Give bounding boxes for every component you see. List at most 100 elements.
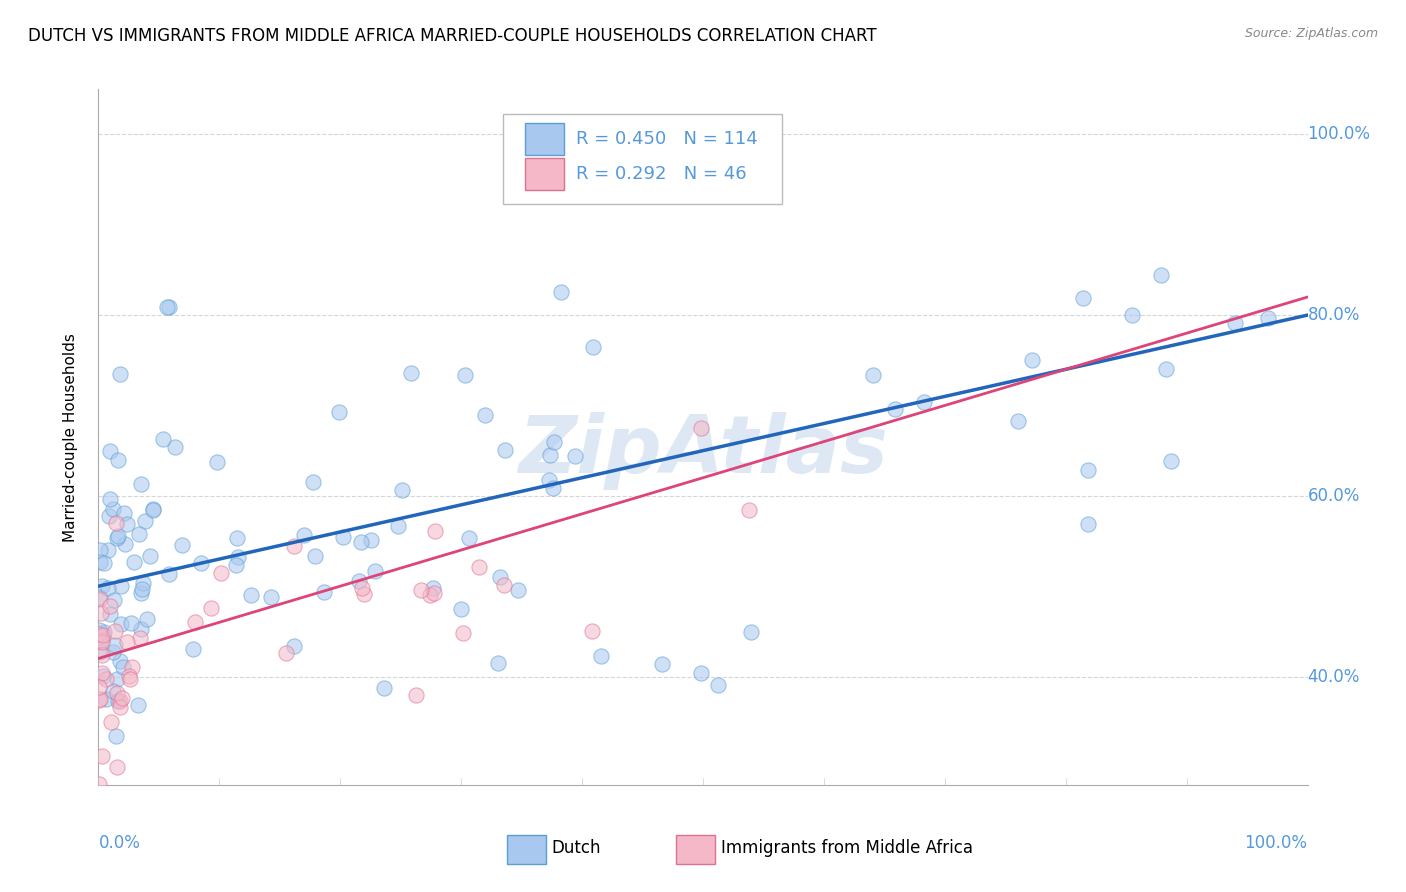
Point — [314, 585, 336, 599]
Point — [181, 641, 204, 656]
Point — [468, 559, 491, 574]
Point — [474, 408, 496, 422]
Point — [105, 686, 128, 700]
Point — [274, 646, 297, 660]
Point — [581, 624, 603, 638]
Point — [129, 586, 152, 600]
Point — [89, 543, 111, 558]
Point — [122, 555, 145, 569]
Point — [97, 509, 120, 524]
Point — [486, 656, 509, 670]
Point — [110, 579, 132, 593]
Point — [120, 616, 142, 631]
Point — [401, 366, 423, 380]
Point — [1071, 292, 1094, 306]
Point — [419, 588, 441, 602]
Text: 60.0%: 60.0% — [1308, 487, 1360, 505]
Point — [129, 477, 152, 491]
FancyBboxPatch shape — [526, 123, 564, 155]
Point — [292, 528, 315, 542]
Point — [1160, 454, 1182, 468]
FancyBboxPatch shape — [503, 113, 782, 204]
Point — [105, 760, 128, 774]
Point — [110, 616, 132, 631]
Point — [690, 665, 713, 680]
Point — [107, 528, 129, 542]
Point — [103, 501, 125, 516]
Point — [97, 543, 120, 558]
FancyBboxPatch shape — [676, 835, 716, 864]
Point — [183, 615, 205, 630]
Point — [138, 549, 160, 563]
Point — [360, 533, 382, 547]
Point — [131, 582, 153, 596]
Point — [912, 395, 935, 409]
Point — [105, 672, 128, 686]
Point — [129, 622, 152, 636]
Point — [89, 644, 111, 658]
Text: R = 0.292   N = 46: R = 0.292 N = 46 — [576, 165, 747, 183]
Point — [1007, 414, 1029, 428]
Point — [538, 473, 561, 487]
Point — [100, 715, 122, 730]
Point — [93, 556, 115, 570]
Point — [90, 607, 112, 621]
Point — [108, 694, 131, 708]
Point — [1077, 517, 1099, 532]
Text: ZipAtlas: ZipAtlas — [517, 412, 889, 490]
Point — [205, 455, 228, 469]
Point — [304, 549, 326, 564]
Point — [87, 680, 110, 694]
Point — [423, 524, 446, 538]
Point — [90, 666, 112, 681]
Text: 40.0%: 40.0% — [1308, 667, 1360, 686]
Point — [302, 475, 325, 490]
Point — [190, 556, 212, 570]
Point — [1223, 316, 1246, 330]
Point — [332, 530, 354, 544]
Point — [364, 564, 387, 578]
Text: 80.0%: 80.0% — [1308, 306, 1360, 324]
Point — [108, 368, 131, 382]
Point — [89, 555, 111, 569]
Point — [118, 669, 141, 683]
Point — [157, 567, 180, 582]
Point — [105, 531, 128, 545]
Point — [740, 625, 762, 640]
Point — [884, 401, 907, 416]
Point — [105, 729, 128, 743]
Point — [152, 433, 174, 447]
Point — [347, 574, 370, 588]
Point — [283, 539, 305, 553]
Point — [87, 590, 110, 604]
Point — [121, 659, 143, 673]
Point — [110, 654, 132, 668]
Point — [90, 579, 112, 593]
Point — [508, 582, 530, 597]
Point — [90, 633, 112, 648]
Point — [226, 550, 249, 565]
Point — [706, 678, 728, 692]
Point — [543, 434, 565, 449]
Point — [405, 688, 427, 702]
Point — [91, 628, 114, 642]
Point — [157, 300, 180, 314]
Point — [127, 698, 149, 713]
Point — [89, 592, 111, 607]
Point — [107, 453, 129, 467]
Point — [200, 600, 222, 615]
Point — [142, 503, 165, 517]
Point — [225, 558, 247, 573]
Point — [423, 586, 446, 600]
Point — [103, 684, 125, 698]
Point — [97, 581, 120, 595]
Point — [582, 340, 605, 354]
Text: DUTCH VS IMMIGRANTS FROM MIDDLE AFRICA MARRIED-COUPLE HOUSEHOLDS CORRELATION CHA: DUTCH VS IMMIGRANTS FROM MIDDLE AFRICA M… — [28, 27, 877, 45]
Point — [451, 626, 474, 640]
Point — [422, 581, 444, 595]
Point — [87, 693, 110, 707]
Point — [111, 691, 134, 706]
Point — [98, 491, 121, 506]
Point — [1121, 309, 1143, 323]
Point — [91, 668, 114, 682]
